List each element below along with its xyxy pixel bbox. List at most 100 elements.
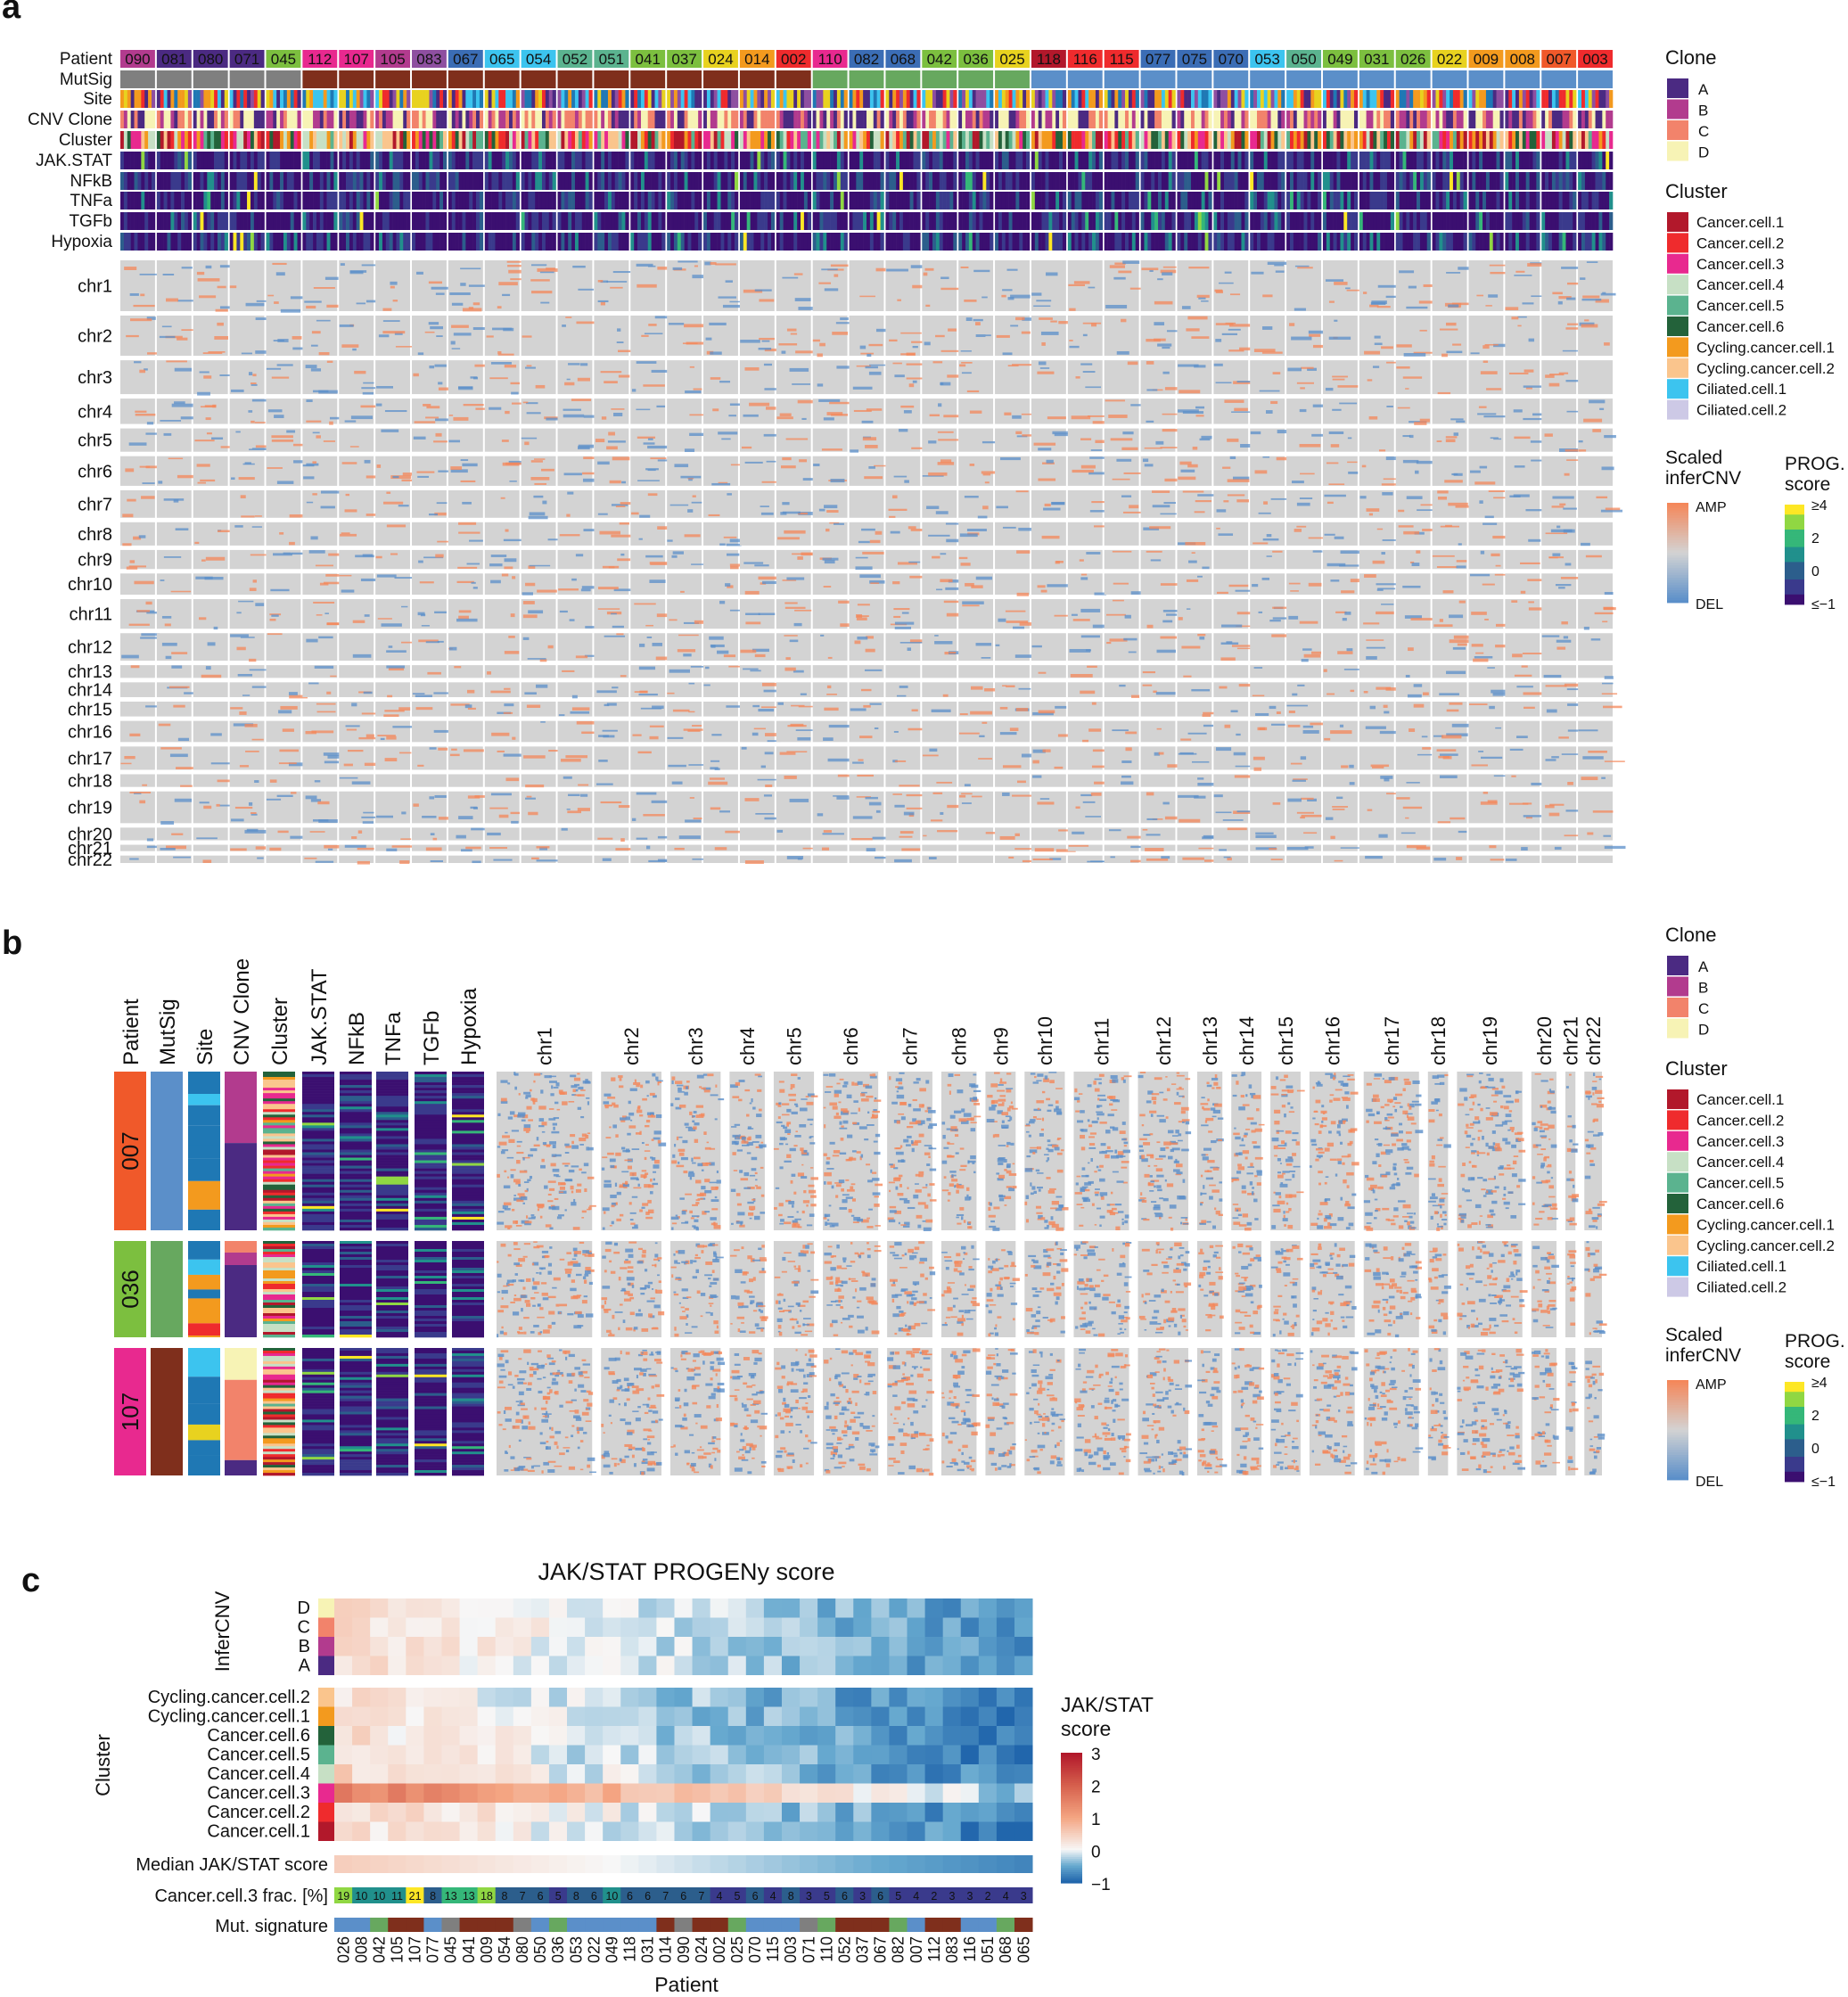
a-track-cell — [512, 152, 517, 169]
a-track-cell — [240, 152, 244, 169]
a-track-cell — [673, 192, 678, 210]
a-cnv-segment — [1551, 505, 1565, 508]
a-track-cell — [880, 233, 884, 251]
a-track-cell — [840, 212, 844, 230]
a-track-cell — [1194, 111, 1199, 128]
a-cnv-segment — [727, 493, 732, 496]
a-track-cell — [594, 152, 598, 169]
a-track-cell — [942, 111, 947, 128]
a-track-cell — [720, 192, 725, 210]
a-track-cell — [1085, 152, 1089, 169]
a-cnv-segment — [833, 522, 844, 525]
a-cnv-segment — [897, 562, 917, 565]
a-track-cell — [694, 111, 699, 128]
a-cnv-segment — [766, 407, 776, 410]
a-track-cell — [243, 152, 248, 169]
a-track-cell — [1386, 90, 1392, 108]
a-track-cell — [1336, 172, 1341, 190]
a-track-cell — [1104, 111, 1108, 128]
a-track-cell — [214, 152, 218, 169]
a-cnv-segment — [563, 408, 581, 411]
a-track-cell — [807, 131, 811, 149]
a-track-cell — [1204, 111, 1209, 128]
a-track-cell — [1260, 131, 1265, 149]
a-track-cell — [1078, 111, 1082, 128]
a-track-cell — [1609, 90, 1614, 108]
a-track-cell — [873, 131, 877, 149]
a-track-cell — [968, 233, 973, 251]
a-patient-tile — [1213, 50, 1249, 68]
a-track-cell — [1140, 233, 1145, 251]
a-track-cell — [1609, 233, 1614, 251]
a-cnv-segment — [468, 284, 489, 287]
a-track-cell — [1529, 233, 1533, 251]
a-track-cell — [1197, 90, 1202, 108]
a-track-cell — [1005, 172, 1009, 190]
a-track-cell — [253, 90, 259, 108]
a-mutsig-tile — [885, 70, 921, 88]
a-track-cell — [1351, 90, 1355, 108]
a-track-cell — [1573, 233, 1577, 251]
a-track-cell — [932, 111, 937, 128]
a-track-cell — [302, 233, 307, 251]
a-cnv-segment — [932, 555, 940, 559]
a-track-cell — [330, 131, 334, 149]
a-track-cell — [965, 212, 970, 230]
a-cnv-segment — [1479, 500, 1483, 504]
a-track-cell — [753, 90, 758, 108]
a-cnv-segment — [1221, 333, 1238, 335]
a-track-cell — [269, 233, 274, 251]
a-track-cell — [601, 90, 605, 108]
a-track-cell — [130, 152, 135, 169]
a-track-cell — [545, 111, 550, 128]
a-track-cell — [885, 212, 890, 230]
a-track-cell — [370, 111, 374, 128]
a-cnv-segment — [174, 367, 193, 372]
a-cnv-segment — [1492, 535, 1509, 539]
a-cnv-segment — [1001, 294, 1006, 298]
a-patient-id: 036 — [963, 51, 988, 68]
a-cnv-block — [995, 399, 1030, 424]
a-track-cell — [167, 192, 171, 210]
a-track-cell — [1581, 152, 1586, 169]
a-cnv-segment — [180, 416, 198, 420]
a-patient-id: 090 — [125, 51, 150, 68]
a-cnv-segment — [1311, 433, 1327, 437]
a-track-cell — [1048, 111, 1053, 128]
a-track-cell — [1595, 233, 1599, 251]
a-cnv-segment — [525, 402, 538, 405]
a-track-cell — [1092, 90, 1096, 108]
a-track-cell — [356, 131, 360, 149]
a-cnv-segment — [313, 287, 335, 289]
a-track-cell — [1333, 192, 1337, 210]
a-track-cell — [257, 233, 261, 251]
a-track-cell — [713, 111, 718, 128]
a-track-cell — [942, 152, 947, 169]
a-track-cell — [250, 90, 255, 108]
a-track-cell — [564, 233, 569, 251]
a-cnv-segment — [1436, 566, 1458, 569]
a-cnv-segment — [1121, 318, 1127, 323]
a-cnv-segment — [133, 536, 142, 540]
a-track-cell — [240, 172, 244, 190]
a-track-cell — [876, 172, 881, 190]
a-track-cell — [1104, 233, 1108, 251]
a-cnv-segment — [1179, 390, 1201, 394]
a-track-cell — [1111, 212, 1115, 230]
a-track-cell — [488, 111, 492, 128]
a-track-cell — [1446, 192, 1450, 210]
a-track-cell — [309, 192, 314, 210]
a-track-cell — [768, 172, 772, 190]
a-track-cell — [998, 192, 1003, 210]
a-track-cell — [880, 192, 884, 210]
a-track-cell — [1606, 233, 1610, 251]
a-cnv-segment — [248, 372, 253, 376]
a-track-cell — [889, 111, 893, 128]
a-track-cell — [953, 172, 957, 190]
a-track-cell — [385, 212, 390, 230]
a-cnv-segment — [797, 556, 803, 560]
a-patient-id: 024 — [708, 51, 733, 68]
a-cnv-segment — [764, 388, 784, 390]
a-patient-id: 068 — [891, 51, 916, 68]
a-cnv-segment — [528, 515, 548, 520]
